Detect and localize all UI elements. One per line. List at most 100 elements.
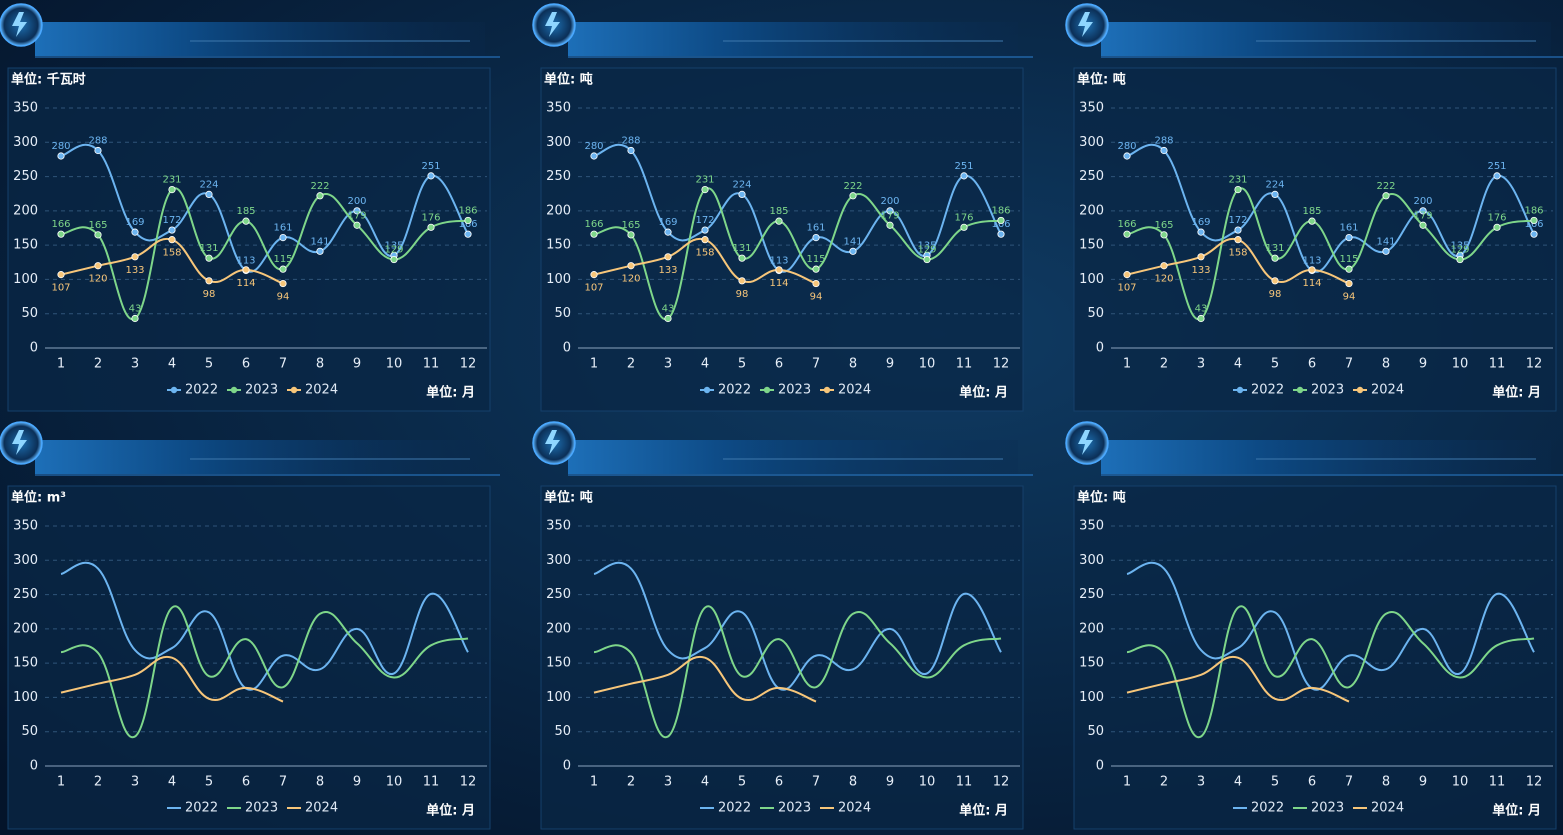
data-label: 113 bbox=[769, 256, 788, 267]
y-tick-label: 250 bbox=[13, 169, 38, 184]
data-label: 43 bbox=[662, 304, 675, 315]
series-line bbox=[1126, 655, 1350, 703]
x-tick-label: 2 bbox=[94, 357, 102, 372]
panel-body bbox=[540, 67, 1024, 412]
data-point bbox=[1197, 314, 1205, 323]
legend-label: 2022 bbox=[185, 801, 218, 816]
data-label: 141 bbox=[1376, 236, 1395, 247]
data-label: 107 bbox=[51, 283, 70, 294]
data-label: 94 bbox=[1343, 292, 1356, 303]
data-point bbox=[316, 247, 324, 255]
x-tick-label: 9 bbox=[886, 775, 894, 790]
data-label: 141 bbox=[310, 236, 329, 247]
x-tick-label: 6 bbox=[242, 357, 250, 372]
y-tick-label: 0 bbox=[563, 341, 571, 356]
data-label: 131 bbox=[1265, 243, 1284, 254]
data-label: 107 bbox=[584, 283, 603, 294]
legend-marker bbox=[290, 386, 298, 394]
data-label: 280 bbox=[51, 141, 70, 152]
legend-marker bbox=[1296, 386, 1304, 394]
data-point bbox=[1345, 265, 1353, 273]
data-point bbox=[464, 216, 472, 225]
x-tick-label: 10 bbox=[919, 357, 936, 372]
y-tick-label: 50 bbox=[21, 306, 38, 321]
x-tick-label: 5 bbox=[738, 357, 746, 372]
series-line bbox=[1126, 605, 1535, 738]
data-point bbox=[627, 262, 635, 270]
data-label: 133 bbox=[125, 265, 144, 276]
y-tick-label: 300 bbox=[1079, 553, 1104, 568]
data-label: 200 bbox=[880, 196, 899, 207]
data-label: 185 bbox=[769, 206, 788, 217]
data-label: 133 bbox=[1191, 265, 1210, 276]
header-bar bbox=[1101, 22, 1551, 56]
data-label: 231 bbox=[162, 175, 181, 186]
y-tick-label: 250 bbox=[1079, 169, 1104, 184]
x-tick-label: 7 bbox=[812, 357, 820, 372]
unit-label: 单位: 吨 bbox=[1077, 72, 1126, 88]
data-label: 98 bbox=[1269, 289, 1282, 300]
y-tick-label: 200 bbox=[13, 203, 38, 218]
series-line bbox=[593, 561, 1002, 691]
data-label: 222 bbox=[1376, 181, 1395, 192]
data-label: 158 bbox=[1228, 248, 1247, 259]
legend-marker bbox=[1236, 386, 1244, 394]
data-point bbox=[812, 279, 820, 288]
data-label: 288 bbox=[88, 136, 107, 147]
x-tick-label: 11 bbox=[423, 775, 440, 790]
data-label: 165 bbox=[621, 220, 640, 231]
data-point bbox=[1308, 266, 1316, 274]
header-icon-bolt bbox=[545, 430, 560, 455]
data-point bbox=[131, 253, 139, 261]
data-label: 165 bbox=[88, 220, 107, 231]
data-label: 166 bbox=[584, 219, 603, 230]
data-point bbox=[627, 146, 635, 155]
data-point bbox=[997, 216, 1005, 225]
x-tick-label: 10 bbox=[919, 775, 936, 790]
data-label: 251 bbox=[421, 161, 440, 172]
data-point bbox=[1234, 186, 1242, 194]
header-icon-bolt bbox=[12, 12, 27, 37]
data-point bbox=[886, 207, 894, 215]
data-label: 169 bbox=[1191, 217, 1210, 228]
unit-label: 单位: 千瓦时 bbox=[11, 72, 86, 88]
legend-label: 2024 bbox=[838, 801, 871, 816]
x-tick-label: 1 bbox=[57, 775, 65, 790]
x-tick-label: 2 bbox=[94, 775, 102, 790]
data-label: 172 bbox=[1228, 215, 1247, 226]
x-tick-label: 11 bbox=[956, 775, 973, 790]
data-point bbox=[390, 255, 398, 264]
unit-label: 单位: m³ bbox=[11, 490, 66, 506]
data-label: 166 bbox=[1524, 219, 1543, 230]
panel-body bbox=[7, 485, 491, 830]
x-tick-label: 11 bbox=[956, 357, 973, 372]
data-label: 172 bbox=[695, 215, 714, 226]
data-label: 161 bbox=[1339, 223, 1358, 234]
header-icon-bolt bbox=[545, 12, 560, 37]
x-tick-label: 10 bbox=[386, 357, 403, 372]
data-label: 186 bbox=[1524, 205, 1543, 216]
data-label: 120 bbox=[1154, 274, 1173, 285]
data-point bbox=[1123, 152, 1131, 160]
x-tick-label: 1 bbox=[590, 357, 598, 372]
data-point bbox=[701, 186, 709, 194]
data-point bbox=[1419, 221, 1427, 229]
y-tick-label: 0 bbox=[1096, 759, 1104, 774]
legend-label: 2022 bbox=[1251, 383, 1284, 398]
legend-label: 2023 bbox=[778, 383, 811, 398]
data-label: 129 bbox=[1450, 245, 1469, 256]
data-point bbox=[131, 228, 139, 236]
x-tick-label: 10 bbox=[1452, 775, 1469, 790]
y-tick-label: 250 bbox=[546, 587, 571, 602]
unit-label: 单位: 吨 bbox=[544, 490, 593, 506]
y-tick-label: 50 bbox=[554, 724, 571, 739]
data-label: 131 bbox=[732, 243, 751, 254]
legend-marker bbox=[703, 386, 711, 394]
data-point bbox=[168, 186, 176, 194]
data-label: 224 bbox=[732, 179, 751, 190]
header-bar bbox=[35, 22, 485, 56]
data-point bbox=[812, 265, 820, 273]
